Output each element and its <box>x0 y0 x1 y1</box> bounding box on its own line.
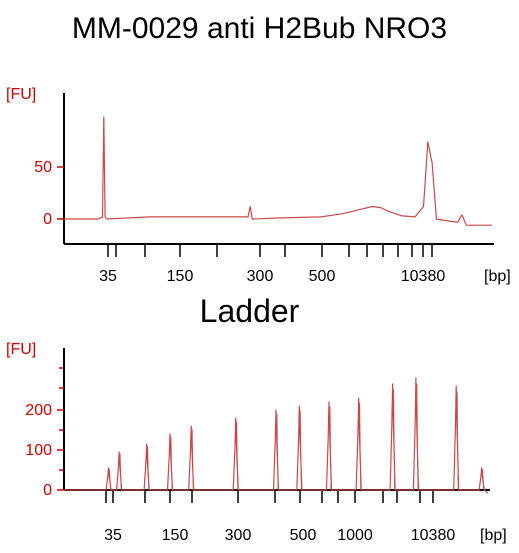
x-tick-label: 35 <box>99 268 117 285</box>
electropherogram-ladder: [FU] 0 100 200 35 150 300 500 1000 10380 [bp] <box>6 341 507 544</box>
ladder-peak <box>276 413 279 491</box>
x-tick-label: 150 <box>162 527 189 544</box>
electropherogram-sample: [FU] 0 50 35 150 300 500 10380 [bp] <box>6 86 511 285</box>
y-tick-label: 100 <box>25 442 52 459</box>
x-axis-label: [bp] <box>480 527 507 544</box>
ladder-peak <box>299 410 302 491</box>
ladder-peak <box>236 421 239 491</box>
x-tick-label: 500 <box>290 527 317 544</box>
x-tick-label: 35 <box>104 527 122 544</box>
series-trace <box>64 116 492 226</box>
x-axis-label: [bp] <box>484 268 511 285</box>
ladder-peak <box>119 453 122 491</box>
x-tick-label: 300 <box>247 268 274 285</box>
y-tick-label: 0 <box>43 482 52 499</box>
x-tick-label: 10380 <box>411 527 456 544</box>
ladder-peak <box>191 429 194 491</box>
ladder-peak <box>147 446 150 491</box>
x-tick-label: 500 <box>309 268 336 285</box>
chart-title-ladder: Ladder <box>199 293 300 329</box>
ladder-peak <box>456 391 459 491</box>
y-tick-label: 200 <box>25 402 52 419</box>
x-tick-label: 300 <box>225 527 252 544</box>
series-trace <box>64 377 489 494</box>
x-tick-label: 10380 <box>401 268 446 285</box>
ladder-peak <box>416 383 419 491</box>
ladder-peak <box>482 469 485 491</box>
ladder-peak <box>329 406 332 491</box>
x-tick-label: 150 <box>167 268 194 285</box>
chart-title-main: MM-0029 anti H2Bub NRO3 <box>71 12 448 45</box>
y-axis-label: [FU] <box>6 341 36 358</box>
ladder-peak <box>109 469 111 491</box>
ladder-peak <box>393 389 395 491</box>
y-tick-label: 50 <box>34 159 52 176</box>
y-tick-label: 0 <box>43 211 52 228</box>
y-axis-label: [FU] <box>6 86 36 103</box>
x-tick-label: 1000 <box>337 527 373 544</box>
ladder-peak <box>359 402 362 491</box>
ladder-peak <box>170 436 173 491</box>
